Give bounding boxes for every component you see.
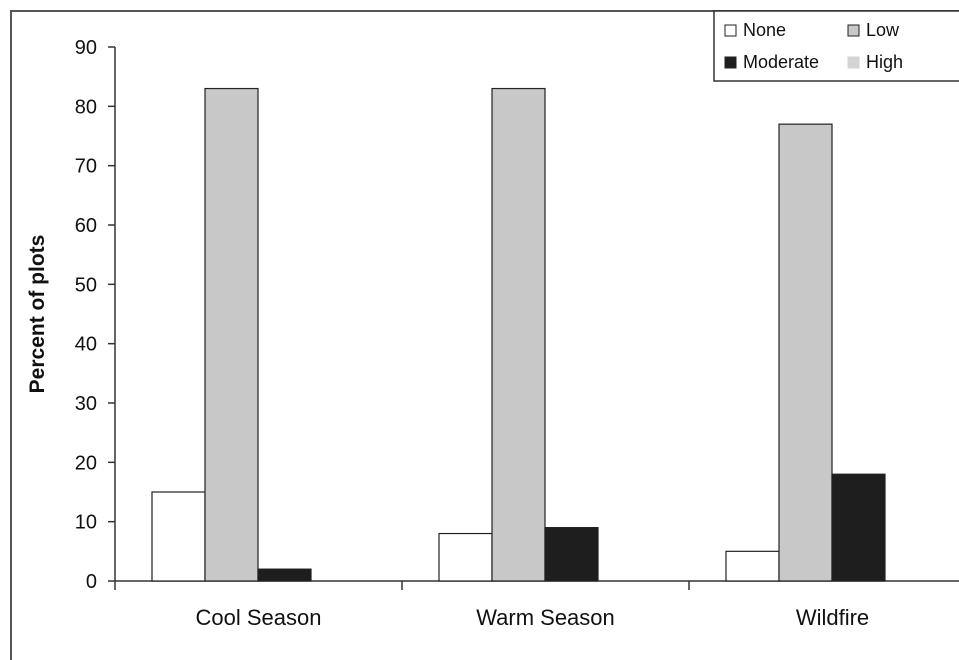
x-category-label: Warm Season — [476, 605, 615, 630]
bar-none-cool-season — [151, 491, 206, 582]
legend-swatch-high — [847, 56, 860, 69]
bar-moderate-warm-season — [544, 526, 599, 582]
legend-swatch-low — [847, 24, 860, 37]
legend-label-low: Low — [866, 20, 900, 40]
y-tick-label: 10 — [75, 512, 97, 534]
y-tick-label: 90 — [75, 37, 97, 59]
labels: 0 10 20 30 40 50 60 70 80 90 Cool Season Warm Seaso… — [26, 37, 869, 630]
bars — [151, 87, 886, 582]
bar-low-cool-season — [204, 87, 259, 582]
legend-label-none: None — [743, 20, 786, 40]
legend-label-moderate: Moderate — [743, 52, 819, 72]
bar-chart: 0 10 20 30 40 50 60 70 80 90 Cool Season Warm Seaso… — [26, 10, 959, 630]
legend-box — [713, 10, 959, 82]
bar-none-warm-season — [438, 532, 493, 582]
bar-low-warm-season — [491, 87, 546, 582]
y-tick-label: 50 — [75, 274, 97, 296]
chart-frame — [10, 10, 959, 660]
bar-moderate-cool-season — [257, 568, 312, 582]
y-tick-label: 40 — [75, 334, 97, 356]
x-category-label: Cool Season — [196, 605, 322, 630]
x-category-label: Wildfire — [796, 605, 869, 630]
bar-low-wildfire — [778, 123, 833, 582]
y-tick-label: 30 — [75, 393, 97, 415]
y-tick-label: 20 — [75, 452, 97, 474]
legend: None Low Moderate High — [713, 10, 959, 82]
y-tick-label: 60 — [75, 215, 97, 237]
bar-none-wildfire — [725, 550, 780, 582]
bar-moderate-wildfire — [831, 473, 886, 582]
y-tick-label: 80 — [75, 96, 97, 118]
y-tick-label: 0 — [86, 571, 97, 593]
y-axis-title: Percent of plots — [26, 235, 49, 394]
legend-swatch-moderate — [724, 56, 737, 69]
y-tick-label: 70 — [75, 156, 97, 178]
legend-swatch-none — [724, 24, 737, 37]
legend-label-high: High — [866, 52, 903, 72]
